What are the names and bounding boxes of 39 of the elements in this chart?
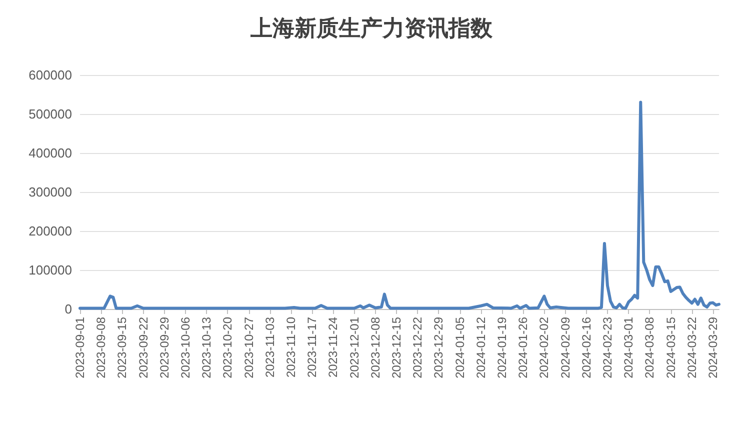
x-tick-label: 2024-02-02: [537, 316, 552, 378]
x-tick-label: 2023-10-20: [220, 316, 235, 378]
x-tick-label: 2024-02-09: [558, 316, 572, 378]
y-tick-label: 600000: [28, 68, 72, 82]
x-tick-label: 2023-10-13: [200, 316, 214, 378]
x-tick-label: 2024-03-01: [622, 316, 636, 378]
x-tick-label: 2024-01-12: [474, 316, 488, 378]
x-tick-label: 2023-11-03: [262, 316, 277, 378]
chart-title: 上海新质生产力资讯指数: [250, 16, 494, 40]
x-tick-label: 2024-01-19: [494, 316, 509, 378]
x-tick-label: 2024-02-23: [600, 316, 614, 378]
y-tick-label: 500000: [28, 106, 72, 122]
x-tick-label: 2023-09-01: [73, 316, 87, 378]
x-tick-label: 2023-12-22: [410, 316, 425, 378]
x-tick-label: 2023-12-29: [432, 316, 446, 378]
x-tick-label: 2023-09-29: [157, 316, 172, 378]
x-tick-label: 2024-03-22: [684, 316, 699, 378]
x-tick-label: 2023-12-08: [368, 316, 382, 378]
x-tick-label: 2023-12-15: [389, 316, 404, 378]
y-tick-label: 400000: [28, 146, 72, 160]
y-tick-label: 100000: [28, 262, 72, 278]
x-tick-label: 2023-11-17: [305, 316, 320, 378]
x-tick-label: 2023-11-10: [284, 316, 298, 378]
x-tick-label: 2023-09-15: [115, 316, 130, 378]
x-tick-label: 2023-12-01: [347, 316, 362, 378]
x-tick-label: 2024-01-26: [516, 316, 530, 378]
y-tick-label: 0: [64, 302, 72, 316]
y-tick-label: 300000: [28, 184, 72, 200]
x-tick-label: 2023-11-24: [326, 316, 340, 378]
x-tick-label: 2023-09-22: [136, 316, 150, 378]
y-tick-label: 200000: [28, 224, 72, 238]
x-tick-label: 2023-10-27: [242, 316, 256, 378]
x-tick-label: 2024-01-05: [452, 316, 467, 378]
x-tick-label: 2024-03-08: [642, 316, 657, 378]
x-tick-label: 2023-09-08: [94, 316, 108, 378]
x-tick-label: 2023-10-06: [178, 316, 192, 378]
x-tick-label: 2024-02-16: [579, 316, 594, 378]
x-tick-label: 2024-03-15: [664, 316, 678, 378]
x-tick-label: 2024-03-29: [706, 316, 720, 378]
